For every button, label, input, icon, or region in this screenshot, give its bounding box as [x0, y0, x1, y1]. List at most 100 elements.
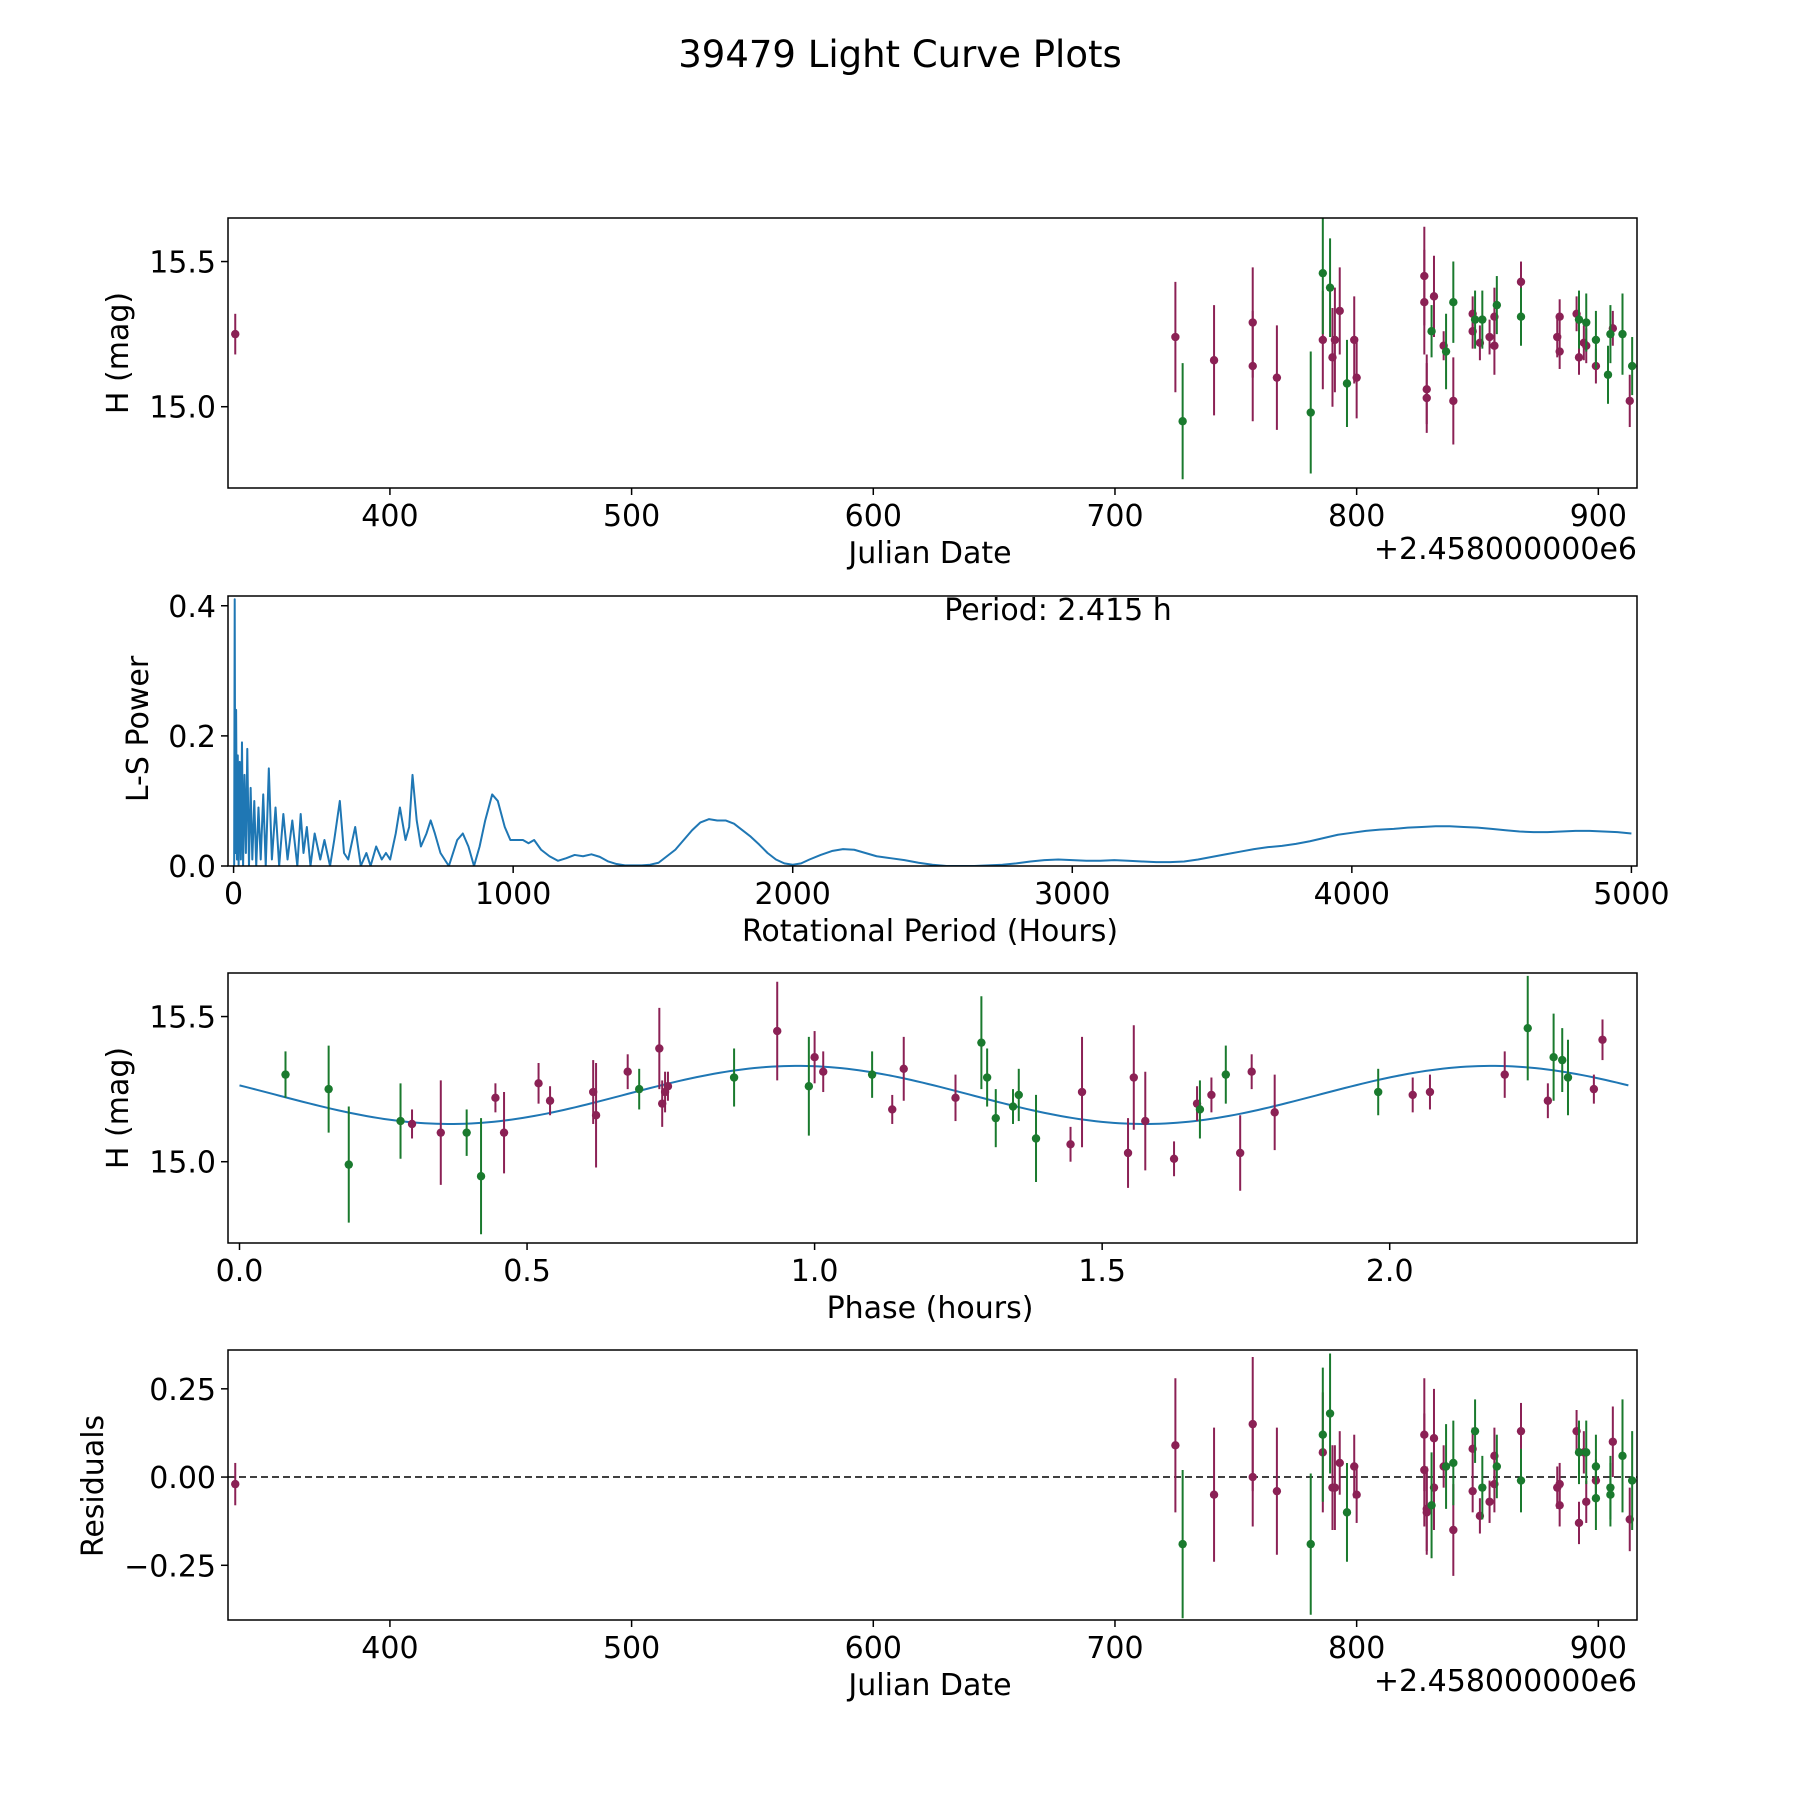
residuals-x-tick-label: 600	[845, 1631, 902, 1666]
lightcurve-point-red	[1625, 396, 1634, 406]
periodogram-y-axis-label: L-S Power	[121, 655, 156, 802]
lightcurve-point-green	[1606, 329, 1615, 339]
phased-point-green	[982, 1073, 992, 1082]
lightcurve-point-red	[1272, 373, 1282, 382]
lightcurve-point-red	[1555, 347, 1564, 356]
periodogram-x-tick-label: 4000	[1314, 877, 1390, 912]
lightcurve-point-red	[1248, 361, 1257, 371]
phased-point-green	[1014, 1090, 1023, 1100]
lightcurve-point-green	[1574, 315, 1584, 324]
phased-point-red	[1207, 1090, 1216, 1100]
residuals-y-tick-label: −0.25	[124, 1549, 216, 1584]
lightcurve-plot-area	[231, 218, 1637, 480]
residuals-point-red	[1422, 1508, 1431, 1517]
lightcurve-point-red	[1352, 373, 1361, 382]
residuals-point-green	[1449, 1458, 1458, 1468]
phased-point-red	[1270, 1108, 1279, 1117]
residuals-x-tick-label: 500	[603, 1631, 660, 1666]
lightcurve-point-green	[1478, 315, 1487, 324]
phased-point-red	[1141, 1116, 1150, 1126]
residuals-point-red	[1429, 1434, 1439, 1443]
residuals-point-red	[1516, 1426, 1526, 1436]
residuals-point-green	[1627, 1476, 1637, 1485]
lightcurve-point-green	[1582, 318, 1591, 327]
lightcurve-panel: Julian Date +2.458000000e6 H (mag) 400 50…	[101, 217, 1638, 571]
phased-x-tick-label: 0.5	[503, 1254, 551, 1289]
lightcurve-point-red	[1330, 335, 1340, 345]
residuals-point-green	[1318, 1430, 1328, 1439]
lightcurve-point-green	[1603, 370, 1613, 379]
residuals-y-tick-label: 0.00	[149, 1461, 216, 1496]
phased-point-green	[1031, 1134, 1041, 1143]
phased-point-red	[1123, 1148, 1133, 1158]
phased-point-green	[977, 1038, 986, 1047]
lightcurve-point-green	[1441, 347, 1451, 356]
phased-point-red	[819, 1067, 828, 1076]
lightcurve-point-red	[1422, 393, 1431, 403]
residuals-point-red	[1171, 1441, 1180, 1450]
residuals-y-axis-label: Residuals	[76, 1415, 111, 1557]
phased-point-red	[1425, 1087, 1435, 1097]
phased-point-red	[810, 1052, 819, 1062]
lightcurve-point-red	[1555, 312, 1564, 321]
residuals-plot-area	[228, 1353, 1637, 1619]
lightcurve-point-green	[1470, 315, 1480, 324]
periodogram-axes-frame	[227, 595, 1638, 867]
phased-point-green	[1558, 1055, 1567, 1065]
phased-y-axis-label: H (mag)	[101, 1047, 136, 1169]
residuals-x-tick-label: 800	[1328, 1631, 1385, 1666]
lightcurve-point-green	[1492, 300, 1502, 310]
phased-point-green	[867, 1070, 877, 1079]
lightcurve-axes-frame	[227, 217, 1638, 489]
phased-plot-area	[239, 975, 1629, 1235]
periodogram-x-tick-label: 2000	[755, 877, 831, 912]
phased-point-red	[534, 1079, 543, 1088]
lightcurve-x-tick-label: 600	[845, 499, 902, 534]
phased-axes-frame	[227, 972, 1638, 1244]
lightcurve-y-axis-label: H (mag)	[101, 292, 136, 414]
phased-point-red	[1247, 1067, 1256, 1076]
residuals-point-green	[1516, 1476, 1526, 1485]
residuals-point-red	[1330, 1483, 1340, 1492]
phased-point-green	[991, 1113, 1000, 1123]
lightcurve-point-green	[1427, 327, 1436, 336]
periodogram-x-tick-label: 0	[224, 877, 243, 912]
residuals-point-red	[1335, 1458, 1344, 1468]
figure-title: 39479 Light Curve Plots	[678, 33, 1122, 76]
lightcurve-x-tick-label: 400	[361, 499, 418, 534]
lightcurve-y-tick-label: 15.5	[149, 246, 216, 281]
phased-point-red	[951, 1093, 960, 1103]
phased-point-green	[1008, 1102, 1018, 1111]
periodogram-panel: Rotational Period (Hours) L-S Power Peri…	[121, 590, 1670, 949]
residuals-point-red	[1582, 1497, 1591, 1506]
phased-point-red	[663, 1082, 673, 1091]
lightcurve-point-green	[1306, 408, 1315, 417]
residuals-y-tick-label: 0.25	[149, 1373, 216, 1408]
phased-point-red	[1129, 1073, 1138, 1082]
phased-point-red	[591, 1111, 601, 1120]
lightcurve-point-green	[1618, 329, 1627, 339]
residuals-point-red	[1608, 1437, 1618, 1446]
phased-y-tick-label: 15.0	[149, 1146, 216, 1181]
lightcurve-point-red	[1318, 335, 1328, 345]
residuals-offset-label: +2.458000000e6	[1374, 1664, 1637, 1699]
phased-point-green	[1221, 1070, 1231, 1079]
phased-point-green	[281, 1070, 290, 1079]
residuals-x-axis-label: Julian Date	[846, 1668, 1011, 1703]
phased-point-green	[634, 1084, 644, 1094]
lightcurve-x-tick-label: 700	[1086, 499, 1143, 534]
residuals-point-red	[1485, 1497, 1494, 1506]
phased-point-green	[729, 1073, 739, 1082]
phased-point-green	[344, 1160, 353, 1169]
phased-panel: Phase (hours) H (mag) 0.0 0.5 1.0 1.5 2.0 15.…	[101, 972, 1638, 1326]
phased-point-red	[1543, 1096, 1553, 1105]
phased-point-green	[1549, 1052, 1558, 1062]
lightcurve-point-red	[1485, 332, 1494, 342]
phased-x-tick-label: 2.0	[1366, 1254, 1414, 1289]
lightcurve-x-tick-label: 900	[1570, 499, 1627, 534]
residuals-point-green	[1574, 1448, 1584, 1457]
phased-x-tick-label: 0.0	[216, 1254, 264, 1289]
phased-point-green	[462, 1128, 471, 1137]
phased-point-red	[623, 1067, 632, 1076]
